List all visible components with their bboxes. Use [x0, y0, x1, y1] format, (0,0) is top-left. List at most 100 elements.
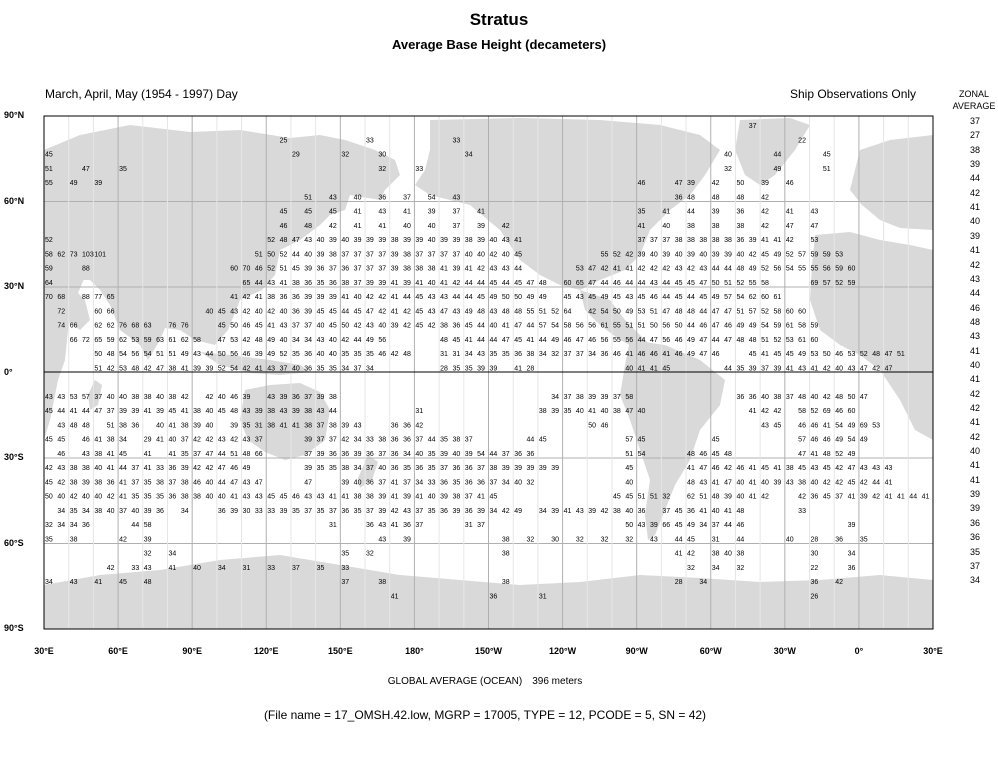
grid-value: 41 [255, 365, 263, 372]
grid-value: 59 [835, 266, 843, 273]
longitude-label: 120°W [549, 646, 577, 656]
grid-value: 54 [786, 266, 794, 273]
grid-value: 40 [329, 337, 337, 344]
grid-value: 37 [564, 351, 572, 358]
grid-value: 48 [131, 365, 139, 372]
grid-value: 45 [564, 294, 572, 301]
grid-value: 43 [378, 536, 386, 543]
grid-value: 44 [218, 451, 226, 458]
grid-value: 35 [329, 365, 337, 372]
grid-value: 39 [317, 451, 325, 458]
zonal-average-value: 37 [969, 116, 980, 126]
grid-value: 48 [712, 194, 720, 201]
grid-value: 39 [477, 365, 485, 372]
grid-value: 45 [638, 437, 646, 444]
grid-value: 54 [428, 194, 436, 201]
grid-value: 38 [94, 479, 102, 486]
grid-value: 34 [181, 508, 189, 515]
grid-value: 35 [317, 465, 325, 472]
grid-value: 47 [811, 223, 819, 230]
grid-value: 41 [156, 437, 164, 444]
grid-value: 40 [428, 280, 436, 287]
grid-value: 36 [341, 266, 349, 273]
grid-value: 35 [70, 508, 78, 515]
grid-value: 36 [403, 437, 411, 444]
grid-value: 28 [527, 365, 535, 372]
zonal-average-value: 39 [969, 230, 980, 241]
grid-value: 54 [761, 323, 769, 330]
grid-value: 43 [699, 479, 707, 486]
zonal-average-value: 48 [969, 316, 980, 327]
grid-value: 48 [687, 194, 695, 201]
grid-value: 41 [588, 408, 596, 415]
grid-value: 43 [144, 565, 152, 572]
grid-value: 61 [168, 337, 176, 344]
grid-value: 46 [699, 323, 707, 330]
grid-value: 57 [724, 294, 732, 301]
grid-value: 63 [144, 323, 152, 330]
grid-value: 56 [131, 351, 139, 358]
grid-value: 39 [403, 280, 411, 287]
zonal-average-value: 42 [969, 259, 980, 270]
grid-value: 43 [255, 494, 263, 501]
grid-value: 43 [243, 437, 251, 444]
grid-value: 37 [354, 266, 362, 273]
grid-value: 59 [144, 337, 152, 344]
grid-value: 47 [292, 237, 300, 244]
grid-value: 32 [378, 166, 386, 173]
longitude-label: 0° [854, 646, 864, 656]
grid-value: 42 [761, 223, 769, 230]
grid-value: 29 [144, 437, 152, 444]
grid-value: 47 [82, 166, 90, 173]
grid-value: 48 [70, 422, 78, 429]
grid-value: 64 [45, 280, 53, 287]
grid-value: 47 [699, 280, 707, 287]
grid-value: 51 [168, 351, 176, 358]
grid-value: 36 [218, 508, 226, 515]
grid-value: 72 [57, 308, 65, 315]
grid-value: 48 [736, 266, 744, 273]
grid-value: 38 [181, 494, 189, 501]
grid-value: 43 [811, 465, 819, 472]
grid-value: 48 [712, 494, 720, 501]
grid-value: 38 [798, 479, 806, 486]
grid-value: 38 [527, 351, 535, 358]
grid-value: 46 [638, 180, 646, 187]
grid-value: 44 [909, 494, 917, 501]
grid-value: 35 [354, 508, 362, 515]
grid-value: 43 [317, 494, 325, 501]
grid-value: 50 [588, 422, 596, 429]
grid-value: 35 [341, 351, 349, 358]
grid-value: 35 [243, 422, 251, 429]
grid-value: 39 [848, 522, 856, 529]
grid-value: 42 [107, 494, 115, 501]
grid-value: 39 [428, 209, 436, 216]
grid-value: 39 [317, 251, 325, 258]
grid-value: 43 [82, 451, 90, 458]
grid-value: 57 [823, 280, 831, 287]
grid-value: 49 [736, 323, 744, 330]
grid-value: 42 [193, 465, 201, 472]
grid-value: 41 [477, 209, 485, 216]
grid-value: 41 [168, 451, 176, 458]
grid-value: 72 [82, 337, 90, 344]
grid-value: 39 [156, 408, 164, 415]
grid-value: 33 [156, 465, 164, 472]
grid-value: 47 [218, 465, 226, 472]
grid-value: 40 [811, 394, 819, 401]
grid-value: 45 [465, 323, 473, 330]
grid-value: 41 [341, 294, 349, 301]
grid-value: 51 [761, 337, 769, 344]
grid-value: 47 [662, 308, 670, 315]
grid-value: 58 [798, 323, 806, 330]
grid-value: 39 [391, 323, 399, 330]
grid-value: 42 [107, 565, 115, 572]
grid-value: 41 [699, 508, 707, 515]
grid-value: 28 [440, 365, 448, 372]
grid-value: 43 [267, 365, 275, 372]
grid-value: 40 [625, 479, 633, 486]
grid-value: 45 [514, 280, 522, 287]
grid-value: 35 [144, 494, 152, 501]
grid-value: 49 [625, 308, 633, 315]
grid-value: 41 [773, 465, 781, 472]
